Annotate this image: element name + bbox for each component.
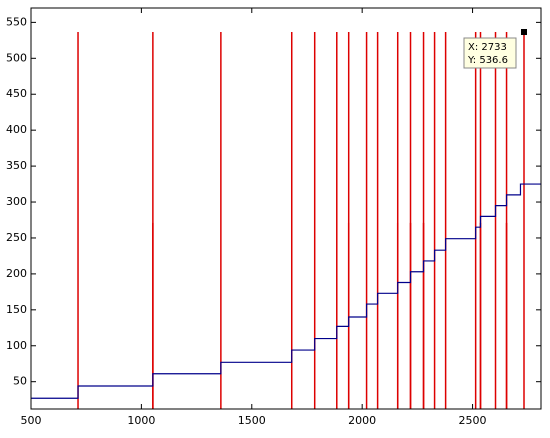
x-tick-label: 500	[21, 414, 42, 427]
datatip-marker	[521, 29, 527, 36]
y-tick-label: 550	[6, 15, 27, 28]
plot-area	[31, 8, 541, 409]
datatip-box	[463, 37, 517, 69]
y-tick-label: 450	[6, 87, 27, 100]
y-tick-label: 500	[6, 51, 27, 64]
datatip-x: X: 2733	[468, 42, 507, 53]
axes-box	[30, 7, 542, 410]
y-tick-label: 200	[6, 267, 27, 280]
y-tick-label: 150	[6, 303, 27, 316]
datatip-y: Y: 536.6	[467, 55, 508, 66]
y-tick-label: 350	[6, 159, 27, 172]
y-tick-label: 300	[6, 195, 27, 208]
y-tick-label: 250	[6, 231, 27, 244]
x-tick-label: 1000	[127, 414, 155, 427]
y-tick-label: 100	[6, 339, 27, 352]
y-tick-label: 400	[6, 123, 27, 136]
x-tick-label: 2500	[459, 414, 487, 427]
data-line	[31, 183, 541, 399]
x-tick-label: 2000	[348, 414, 376, 427]
x-tick-label: 1500	[238, 414, 266, 427]
y-tick-label: 50	[13, 375, 27, 388]
